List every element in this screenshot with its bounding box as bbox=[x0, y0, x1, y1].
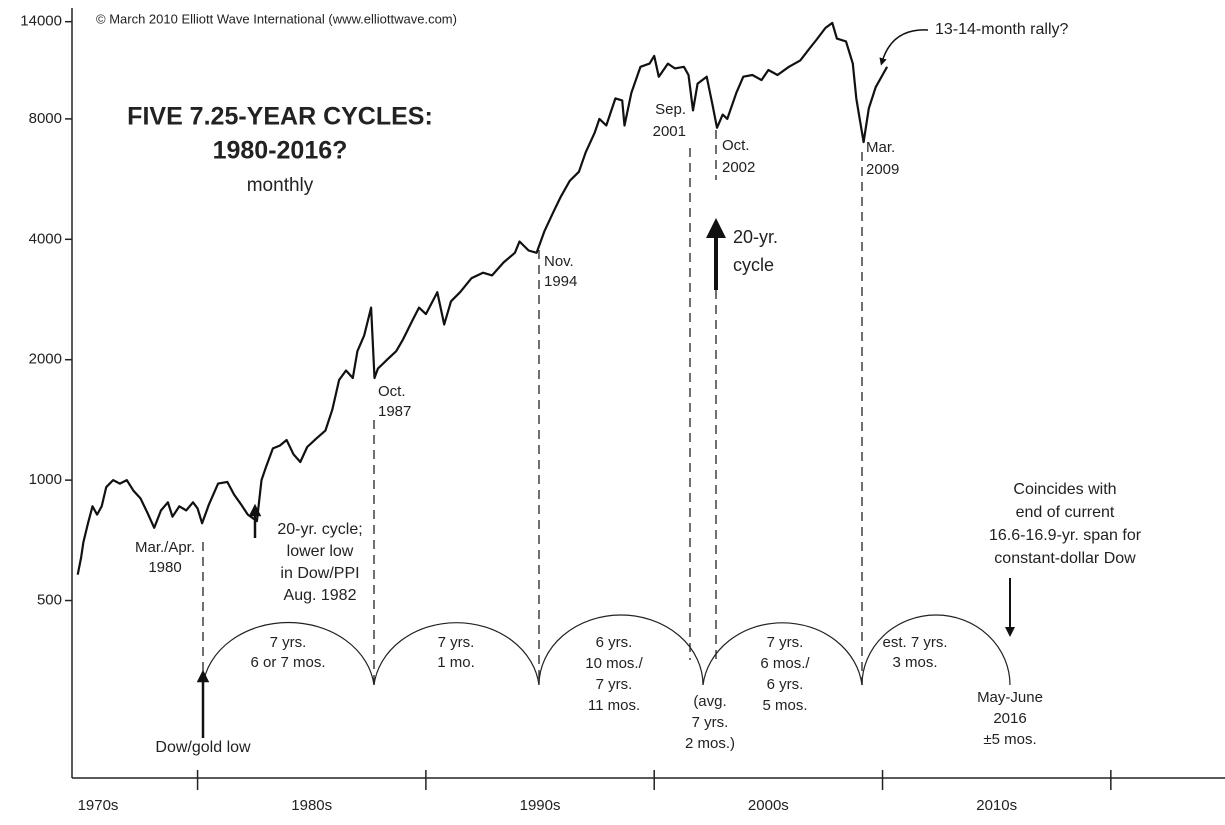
annotation: 7 yrs. bbox=[692, 714, 729, 731]
annotation: Nov. bbox=[544, 253, 574, 270]
annotation: 6 yrs. bbox=[596, 634, 633, 651]
annotation: 1994 bbox=[544, 273, 577, 290]
annotation: 13-14-month rally? bbox=[935, 21, 1069, 38]
annotation: Mar./Apr. bbox=[135, 539, 195, 556]
x-category-label: 1990s bbox=[520, 797, 561, 814]
annotation: 20-yr. cycle; bbox=[277, 521, 362, 538]
annotation: 1987 bbox=[378, 403, 411, 420]
y-tick-label: 8000 bbox=[29, 110, 62, 127]
cycle-arc bbox=[702, 622, 863, 686]
annotation: constant-dollar Dow bbox=[994, 550, 1136, 567]
x-category-label: 1970s bbox=[78, 797, 119, 814]
x-category-label: 2000s bbox=[748, 797, 789, 814]
annotation: est. 7 yrs. bbox=[882, 634, 947, 651]
price-line bbox=[76, 21, 889, 575]
annotation: in Dow/PPI bbox=[280, 565, 359, 582]
annotation: 3 mos. bbox=[892, 654, 937, 671]
annotation: 7 yrs. bbox=[438, 634, 475, 651]
annotation: Aug. 1982 bbox=[284, 587, 357, 604]
annotation: 1980 bbox=[148, 559, 181, 576]
annotation: 6 yrs. bbox=[767, 676, 804, 693]
x-category-label: 2010s bbox=[976, 797, 1017, 814]
annotation: 7 yrs. bbox=[270, 634, 307, 651]
annotation: Dow/gold low bbox=[155, 739, 251, 756]
annotation: 1 mo. bbox=[437, 654, 475, 671]
annotation: 6 or 7 mos. bbox=[250, 654, 325, 671]
x-category-label: 1980s bbox=[291, 797, 332, 814]
cycle-arc bbox=[538, 614, 704, 686]
annotation: 7 yrs. bbox=[767, 634, 804, 651]
annotation: Oct. bbox=[722, 137, 750, 154]
annotation: cycle bbox=[733, 255, 774, 275]
annotation: 2 mos.) bbox=[685, 735, 735, 752]
annotation: 7 yrs. bbox=[596, 676, 633, 693]
y-tick-label: 2000 bbox=[29, 351, 62, 368]
annotation: 10 mos./ bbox=[585, 655, 643, 672]
chart-title: 1980-2016? bbox=[213, 137, 348, 165]
chart-title: FIVE 7.25-YEAR CYCLES: bbox=[127, 103, 433, 131]
annotation: 11 mos. bbox=[588, 697, 640, 714]
cycle-arc bbox=[861, 614, 1011, 686]
annotation: Mar. bbox=[866, 139, 895, 156]
cycle-arc bbox=[373, 622, 540, 686]
y-tick-label: 14000 bbox=[20, 13, 62, 30]
annotation: ±5 mos. bbox=[983, 731, 1036, 748]
annotation: Oct. bbox=[378, 383, 406, 400]
y-tick-label: 4000 bbox=[29, 230, 62, 247]
annotation: May-June bbox=[977, 689, 1043, 706]
annotation: 2009 bbox=[866, 161, 899, 178]
annotation: 5 mos. bbox=[762, 697, 807, 714]
annotation: 20-yr. bbox=[733, 227, 778, 247]
copyright: © March 2010 Elliott Wave International … bbox=[96, 11, 457, 26]
annotation: (avg. bbox=[693, 693, 726, 710]
annotation: 2016 bbox=[993, 710, 1026, 727]
y-tick-label: 1000 bbox=[29, 471, 62, 488]
annotation: Sep. bbox=[655, 101, 686, 118]
y-tick-label: 500 bbox=[37, 591, 62, 608]
annotation: end of current bbox=[1016, 504, 1115, 521]
annotation: Coincides with bbox=[1013, 481, 1116, 498]
annotation: 2002 bbox=[722, 159, 755, 176]
cycle-markers bbox=[196, 29, 1015, 738]
cycle-arc bbox=[202, 622, 375, 686]
annotation: 2001 bbox=[653, 123, 686, 140]
annotation: 6 mos./ bbox=[760, 655, 810, 672]
chart-subtitle: monthly bbox=[247, 175, 314, 196]
annotation: 16.6-16.9-yr. span for bbox=[989, 527, 1142, 544]
arrow bbox=[879, 29, 929, 66]
annotation: lower low bbox=[287, 543, 354, 560]
